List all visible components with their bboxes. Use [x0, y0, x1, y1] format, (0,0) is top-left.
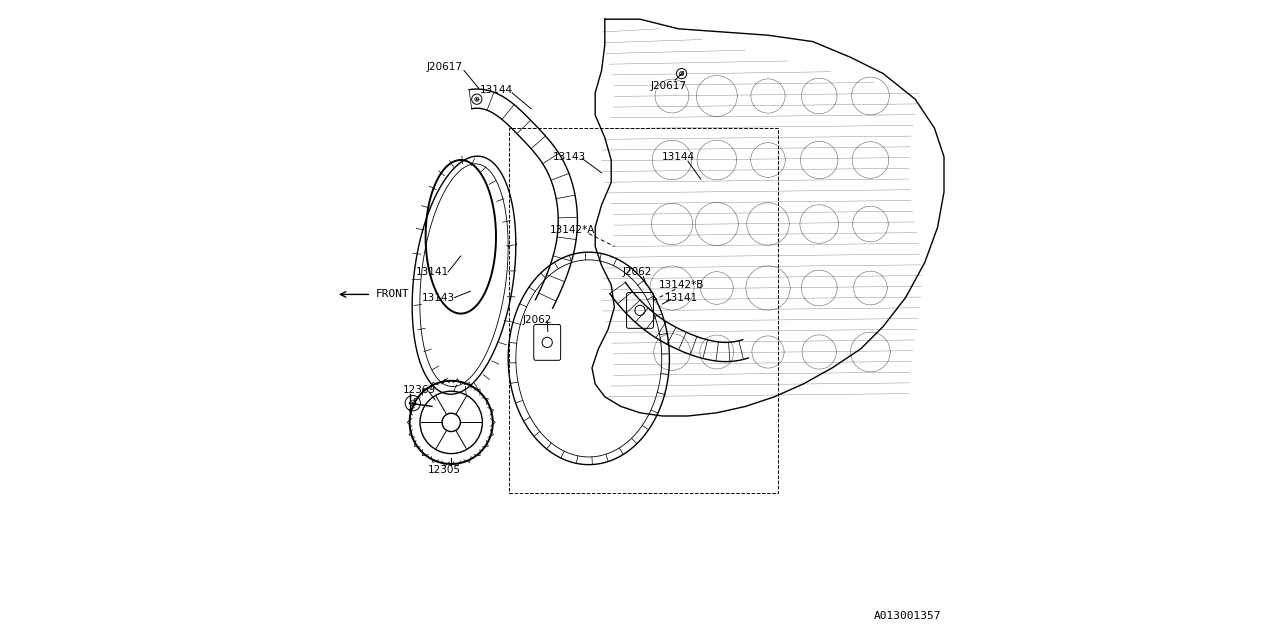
Text: A013001357: A013001357: [873, 611, 941, 621]
Text: 13142*A: 13142*A: [550, 225, 595, 236]
Text: J2062: J2062: [622, 267, 652, 277]
Text: 13143: 13143: [553, 152, 586, 162]
Text: 13142*B: 13142*B: [659, 280, 704, 290]
Text: 13144: 13144: [662, 152, 695, 162]
Bar: [508, 128, 777, 493]
Text: J20617: J20617: [426, 62, 463, 72]
Text: FRONT: FRONT: [376, 289, 410, 300]
Text: J2062: J2062: [524, 315, 552, 325]
Text: 12305: 12305: [429, 465, 461, 476]
Text: 12369: 12369: [403, 385, 435, 396]
Text: 13141: 13141: [416, 267, 448, 277]
Text: J20617: J20617: [650, 81, 687, 92]
Text: 13143: 13143: [422, 292, 454, 303]
Text: 13141: 13141: [666, 292, 698, 303]
Text: 13144: 13144: [480, 84, 512, 95]
